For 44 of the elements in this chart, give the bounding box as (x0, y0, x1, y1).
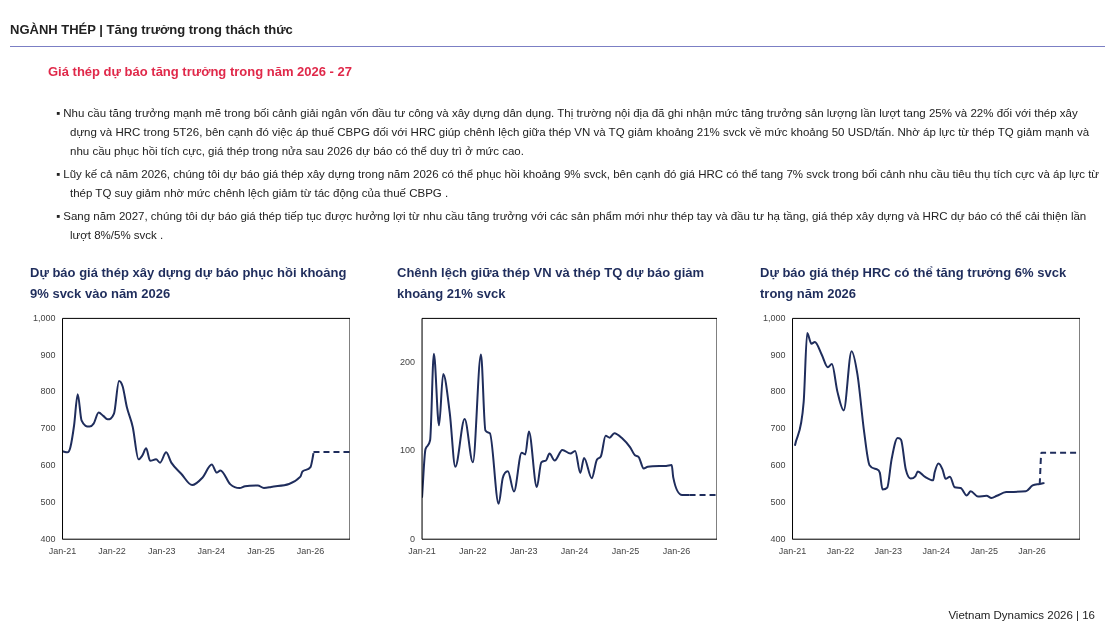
x-tick-label: Jan-26 (296, 546, 325, 557)
y-tick-label: 1,000 (762, 312, 786, 323)
y-tick-label: 1,000 (32, 312, 56, 323)
y-tick-label: 700 (770, 423, 786, 434)
y-tick-label: 800 (770, 386, 786, 397)
chart-title: Dự báo giá thép xây dựng dự báo phục hồi khoảng 9% svck vào năm 2026 (30, 264, 348, 303)
x-tick-label: Jan-21 (48, 546, 77, 557)
y-tick-label: 600 (770, 460, 786, 471)
y-tick-label: 500 (770, 496, 786, 507)
y-tick-label: 700 (40, 423, 56, 434)
text: ▪ Nhu cầu tăng trưởng mạnh mẽ trong bối cảnh giải ngân vốn đầu tư công và xây dựng dân dụng. Thị trường nội địa đã ghi nhận mức tăng trưởng sản lượng lần lượt tang 25% và 22% đối với thép xây dựng và HRC trong 5T26, bên cạnh đó việc áp thuế CBPG đối với HRC giúp chênh lệch giữa thép VN và TQ giảm khoảng 21% svck về mức khoảng 50 USD/tấn. Nhờ áp lực từ thép TQ giảm mạnh và nhu cầu phục hồi tích cực, giá thép trong nửa sau 2026 dự báo có thể duy trì ở mức cao. (56, 106, 1091, 159)
y-tick-label: 100 (399, 445, 416, 456)
x-tick-label: Jan-23 (874, 546, 903, 557)
x-tick-label: Jan-24 (197, 546, 225, 557)
text: ▪ Sang năm 2027, chúng tôi dự báo giá thép tiếp tục được hưởng lợi từ nhu cầu tăng trưởng với các sản phẩm mới như thép tay và đầu tư hạ tầng, giá thép xây dựng và HRC dự báo có thể cải thiện lần lượt 8%/5% svck . (56, 209, 1088, 243)
text: ▪ Lũy kế cả năm 2026, chúng tôi dự báo giá thép xây dựng trong năm 2026 có thể phục hồi khoảng 9% svck, bên cạnh đó giá HRC có thể tang 7% svck trong bối cảnh nhu cầu tiêu thụ tích cực và áp lực từ thép TQ suy giảm nhờ mức chênh lệch giảm từ tác động của thuế CBPG . (56, 167, 1100, 201)
y-tick-label: 600 (40, 460, 56, 471)
y-tick-label: 0 (410, 533, 416, 544)
x-tick-label: Jan-25 (970, 546, 998, 557)
x-tick-label: Jan-24 (560, 546, 589, 557)
text: Giá thép dự báo tăng trưởng trong năm 2026 - 27 (48, 64, 352, 79)
y-tick-label: 500 (40, 496, 56, 507)
x-tick-label: Jan-26 (662, 546, 691, 557)
x-tick-label: Jan-21 (408, 546, 436, 557)
text: Vietnam Dynamics 2026 | 16 (948, 609, 1095, 621)
text: NGÀNH THÉP | Tăng trưởng trong thách thức (10, 22, 1105, 47)
y-tick-label: 900 (770, 349, 786, 360)
x-tick-label: Jan-22 (826, 546, 855, 557)
y-tick-label: 400 (770, 533, 786, 544)
x-tick-label: Jan-21 (778, 546, 807, 557)
x-tick-label: Jan-24 (922, 546, 950, 557)
y-tick-label: 200 (399, 357, 416, 368)
chart-title: Chênh lệch giữa thép VN và thép TQ dự báo giảm khoảng 21% svck (397, 264, 706, 303)
y-tick-label: 800 (40, 386, 56, 397)
x-tick-label: Jan-25 (247, 546, 275, 557)
x-tick-label: Jan-22 (459, 546, 487, 557)
x-tick-label: Jan-23 (509, 546, 538, 557)
x-tick-label: Jan-26 (1018, 546, 1046, 557)
y-tick-label: 900 (40, 349, 56, 360)
x-tick-label: Jan-22 (98, 546, 126, 557)
x-tick-label: Jan-23 (147, 546, 176, 557)
y-tick-label: 400 (40, 533, 56, 544)
chart-title: Dự báo giá thép HRC có thể tăng trưởng 6% svck trong năm 2026 (760, 264, 1068, 303)
x-tick-label: Jan-25 (611, 546, 640, 557)
